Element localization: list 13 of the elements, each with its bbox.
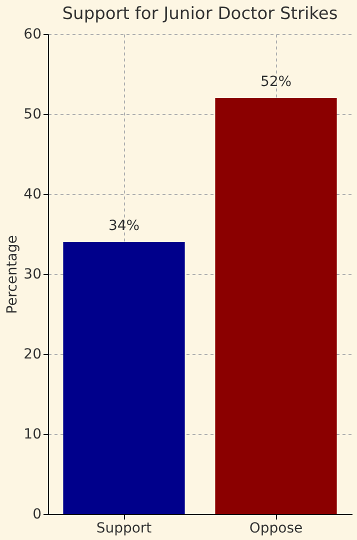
y-tick-label: 20	[24, 346, 42, 362]
data-label: 34%	[108, 218, 140, 234]
x-tick-label: Support	[96, 520, 152, 536]
chart-title: Support for Junior Doctor Strikes	[62, 4, 338, 24]
data-label: 52%	[260, 74, 292, 90]
y-tick-label: 10	[24, 426, 42, 442]
y-tick-label: 30	[24, 266, 42, 282]
y-axis-title: Percentage	[4, 235, 21, 314]
y-tick-label: 60	[24, 26, 42, 42]
y-tick-label: 40	[24, 186, 42, 202]
y-tick-label: 0	[32, 506, 42, 522]
y-tick-label: 50	[24, 106, 42, 122]
x-tick-label: Oppose	[249, 520, 303, 536]
